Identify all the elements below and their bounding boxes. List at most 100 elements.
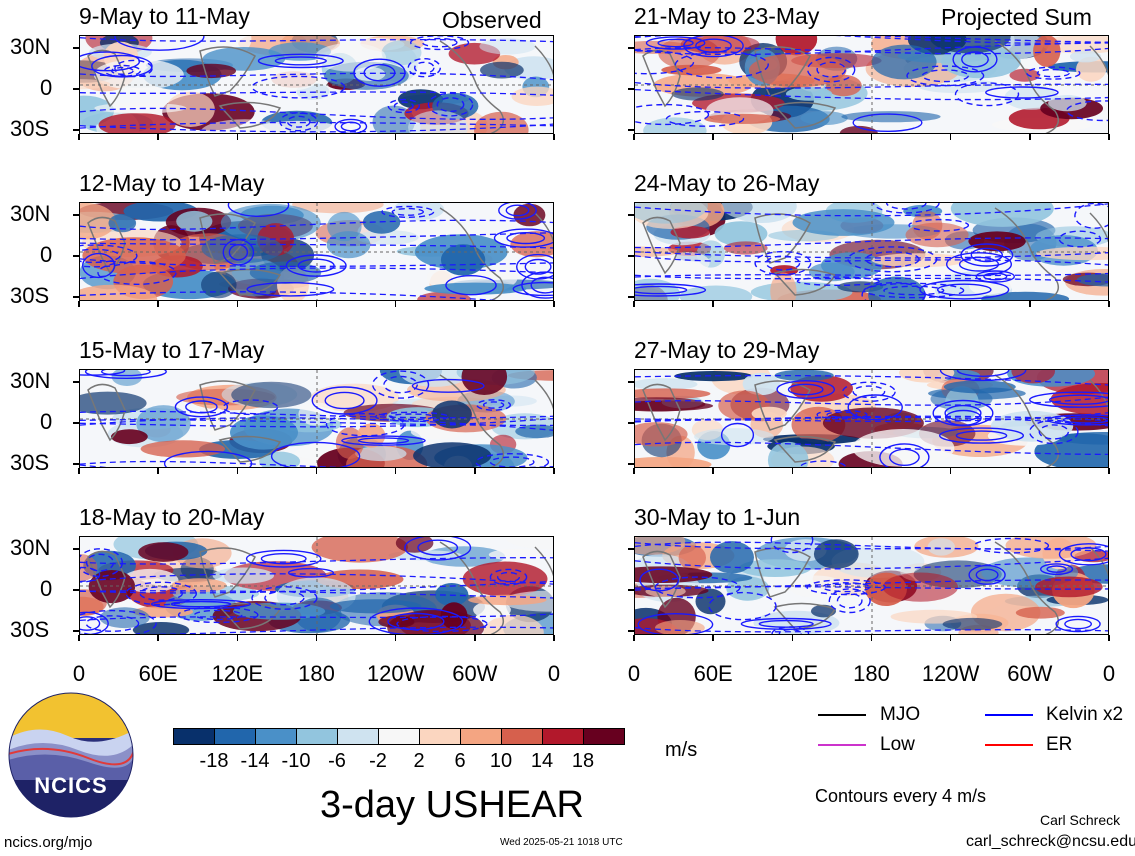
footer-email[interactable]: carl_schreck@ncsu.edu	[966, 833, 1135, 850]
legend-label-er: ER	[1046, 734, 1073, 755]
lon-tick	[633, 635, 635, 641]
shear-map-panel	[79, 536, 554, 635]
contour-note: Contours every 4 m/s	[815, 786, 987, 806]
lon-tick	[315, 468, 318, 474]
legend-line-er	[985, 744, 1033, 746]
colorbar-swatch	[460, 728, 502, 745]
colorbar-label: 2	[413, 750, 425, 772]
lon-tick	[394, 134, 397, 140]
panel-title: 27-May to 29-May	[634, 337, 820, 363]
colorbar-swatch	[337, 728, 379, 745]
colorbar-label: 6	[454, 750, 466, 772]
lon-label: 120W	[366, 661, 425, 686]
lat-tick	[628, 214, 634, 216]
lon-tick	[474, 468, 476, 474]
lon-tick	[1108, 134, 1110, 140]
lon-tick	[870, 635, 873, 641]
legend-line-kelvin	[985, 714, 1033, 716]
lat-tick	[73, 589, 79, 591]
lon-tick	[78, 134, 80, 140]
panel-title: 30-May to 1-Jun	[634, 504, 801, 530]
colorbar-label: -2	[369, 750, 387, 772]
lat-tick	[73, 47, 79, 49]
lat-tick	[628, 296, 634, 298]
colorbar-label: 10	[489, 750, 513, 772]
lon-tick	[870, 301, 873, 307]
colorbar-label: -6	[328, 750, 346, 772]
lat-tick	[628, 47, 634, 49]
lon-tick	[949, 134, 952, 140]
lat-label: 0	[40, 576, 53, 601]
lat-tick	[628, 548, 634, 550]
lon-tick	[791, 635, 794, 641]
lat-label: 30S	[10, 450, 50, 475]
lat-tick	[73, 214, 79, 216]
lat-tick	[628, 463, 634, 465]
colorbar-swatch	[296, 728, 338, 745]
lon-tick	[791, 468, 794, 474]
lon-tick	[1029, 134, 1031, 140]
legend-label-mjo: MJO	[880, 704, 921, 725]
lat-tick	[628, 422, 634, 424]
lat-tick	[628, 381, 634, 383]
lon-label: 0	[627, 661, 641, 686]
lat-tick	[628, 630, 634, 632]
colorbar-swatch	[501, 728, 543, 745]
lon-tick	[553, 301, 555, 307]
lon-tick	[1029, 468, 1031, 474]
lon-tick	[1108, 301, 1110, 307]
lat-label: 30N	[10, 201, 51, 226]
lon-tick	[553, 134, 555, 140]
lon-tick	[315, 635, 318, 641]
lat-tick	[73, 630, 79, 632]
lat-tick	[628, 88, 634, 90]
logo-text: NCICS	[34, 773, 108, 798]
legend-label-low: Low	[880, 734, 915, 755]
footer-timestamp: Wed 2025-05-21 1018 UTC	[500, 837, 623, 848]
lon-tick	[712, 468, 714, 474]
lon-tick	[1108, 635, 1110, 641]
lon-label: 60E	[693, 661, 733, 686]
panel-title: 12-May to 14-May	[79, 170, 265, 196]
lat-label: 30S	[10, 116, 50, 141]
colorbar-label: -10	[281, 750, 311, 772]
colorbar-swatch	[583, 728, 625, 745]
lon-tick	[236, 134, 239, 140]
observed-label: Observed	[442, 7, 542, 33]
panel-title: 24-May to 26-May	[634, 170, 820, 196]
lon-label: 60W	[452, 661, 498, 686]
ncics-logo[interactable]: NCICS	[8, 692, 134, 818]
lon-tick	[553, 468, 555, 474]
lon-tick	[1029, 635, 1031, 641]
lon-tick	[553, 635, 555, 641]
lat-label: 0	[40, 75, 53, 100]
shear-map-panel	[79, 369, 554, 468]
shear-map-panel	[634, 202, 1109, 301]
shear-map-panel	[634, 35, 1109, 134]
lon-tick	[949, 468, 952, 474]
lon-label: 120W	[921, 661, 980, 686]
lon-tick	[474, 301, 476, 307]
lat-tick	[73, 88, 79, 90]
lon-tick	[236, 468, 239, 474]
lon-tick	[633, 134, 635, 140]
colorbar-label: -14	[240, 750, 270, 772]
projected-label: Projected Sum	[941, 4, 1092, 30]
panel-title: 18-May to 20-May	[79, 504, 265, 530]
lon-tick	[712, 635, 714, 641]
lon-tick	[633, 301, 635, 307]
lat-label: 30S	[10, 617, 50, 642]
lat-tick	[73, 296, 79, 298]
lon-tick	[78, 635, 80, 641]
lat-label: 30N	[10, 34, 51, 59]
lon-label: 0	[547, 661, 561, 686]
lon-tick	[157, 134, 159, 140]
lon-tick	[791, 301, 794, 307]
panel-title: 21-May to 23-May	[634, 3, 820, 29]
lat-label: 0	[40, 242, 53, 267]
colorbar-swatch	[173, 728, 215, 745]
colorbar-swatch	[542, 728, 584, 745]
lon-tick	[712, 301, 714, 307]
lon-label: 180	[298, 661, 335, 686]
footer-url[interactable]: ncics.org/mjo	[4, 834, 93, 851]
